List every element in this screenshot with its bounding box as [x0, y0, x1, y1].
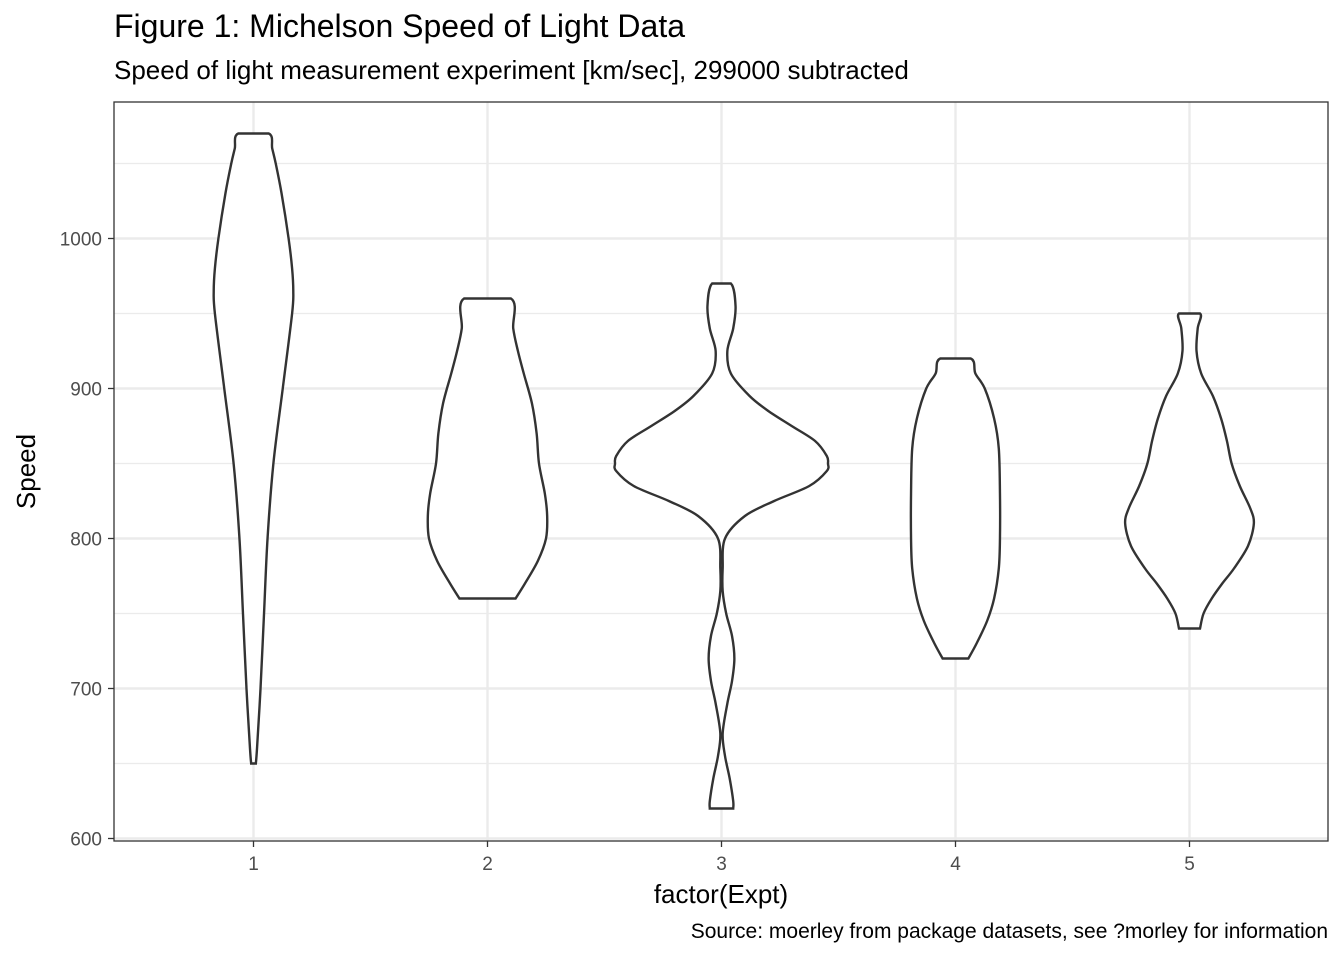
violin-expt-5: [1123, 312, 1256, 630]
violin-expt-4: [909, 357, 1002, 660]
x-tick-label: 3: [716, 854, 727, 875]
y-tick-label: 900: [70, 380, 102, 401]
violin-expt-2: [426, 297, 549, 600]
chart-caption: Source: moerley from package datasets, s…: [690, 920, 1328, 943]
x-tick-label: 5: [1184, 854, 1195, 875]
x-axis-title: factor(Expt): [654, 879, 788, 909]
violin-expt-3: [613, 282, 830, 810]
y-tick-label: 700: [70, 680, 102, 701]
x-tick-label: 1: [248, 854, 259, 875]
chart-title: Figure 1: Michelson Speed of Light Data: [114, 8, 685, 44]
x-axis: 1 2 3 4 5: [248, 841, 1195, 875]
y-tick-label: 800: [70, 530, 102, 551]
y-tick-label: 600: [70, 830, 102, 851]
y-axis: 600 700 800 900 1000: [60, 230, 114, 851]
x-tick-label: 4: [950, 854, 961, 875]
chart-subtitle: Speed of light measurement experiment [k…: [114, 55, 909, 85]
violin-expt-1: [212, 132, 295, 765]
y-tick-label: 1000: [60, 230, 102, 251]
x-tick-label: 2: [482, 854, 493, 875]
y-axis-title: Speed: [11, 434, 41, 509]
violins: [212, 132, 1256, 810]
